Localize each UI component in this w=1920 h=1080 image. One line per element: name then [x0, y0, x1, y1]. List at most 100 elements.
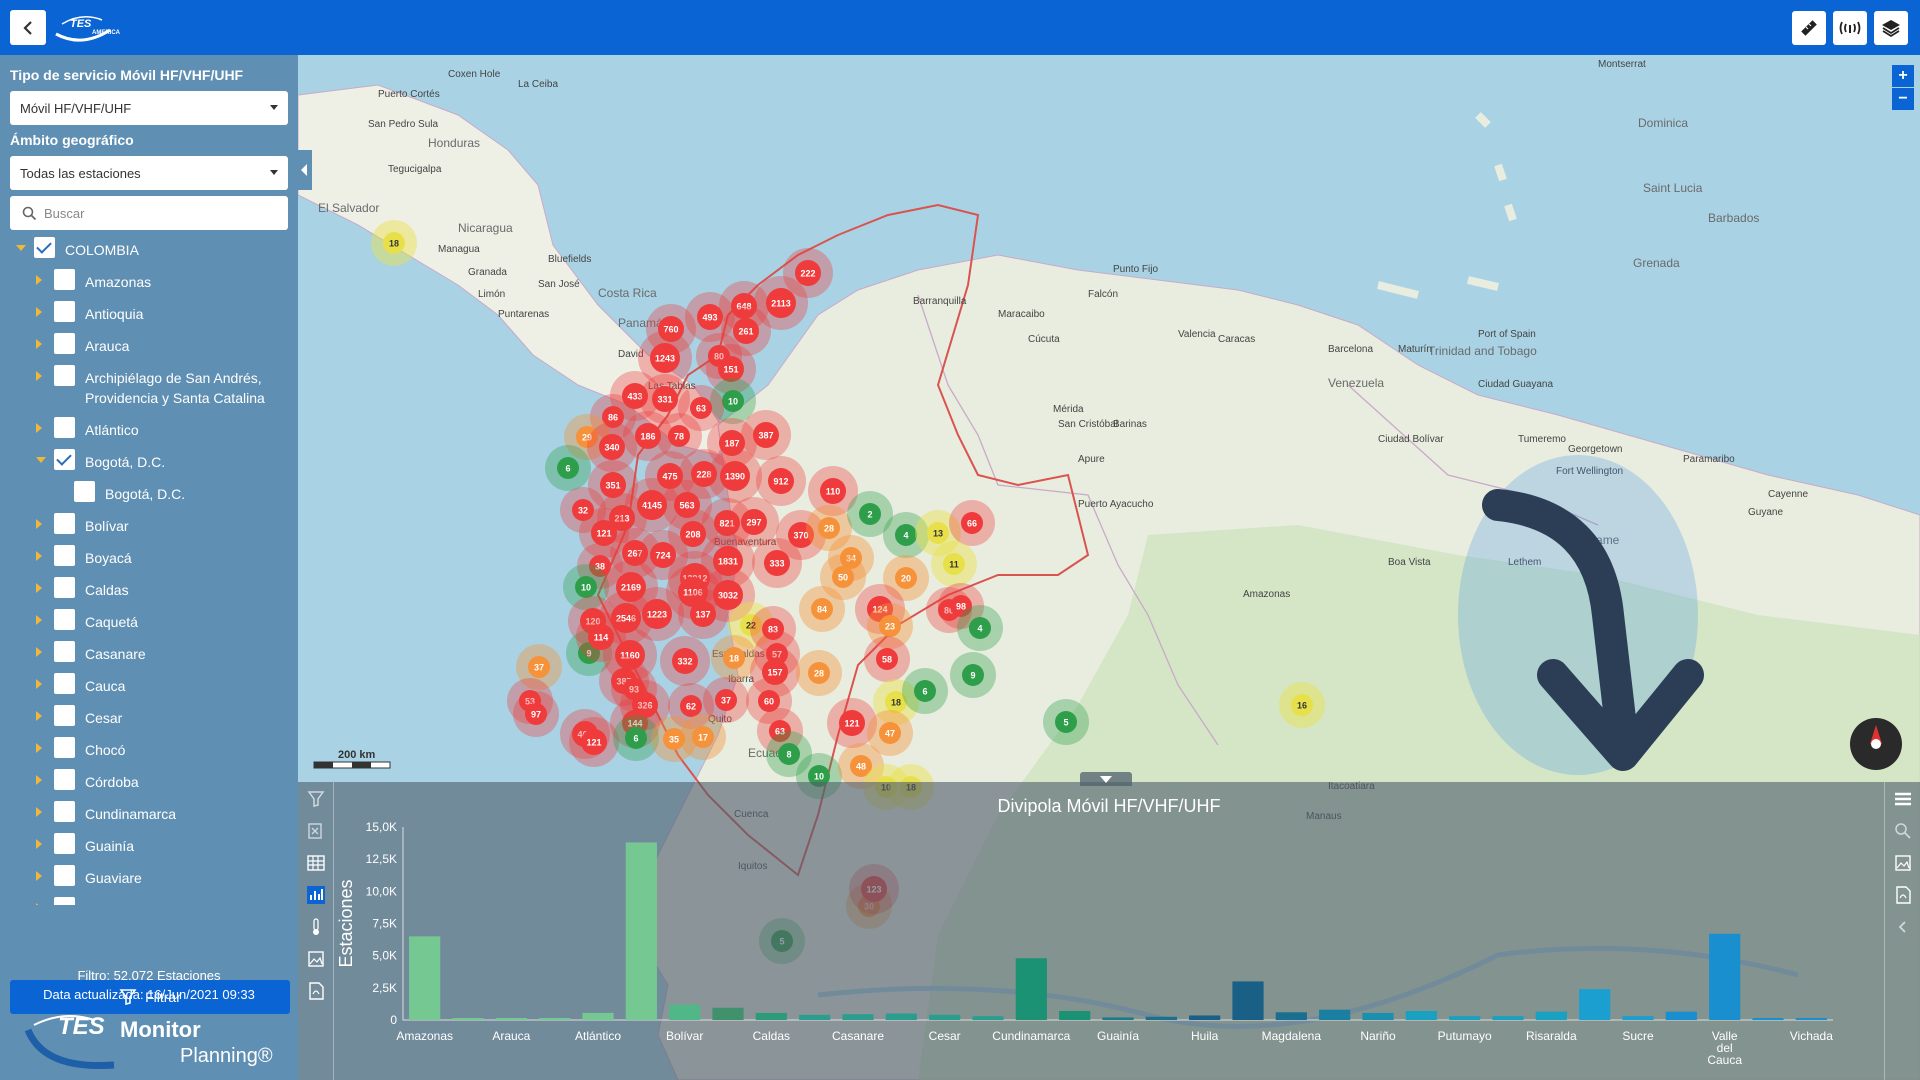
station-cluster[interactable]: 228 — [679, 449, 729, 499]
tree-item[interactable]: Chocó — [10, 735, 290, 767]
pdf-export-icon[interactable] — [307, 982, 325, 1000]
checkbox[interactable] — [54, 833, 75, 854]
tree-item[interactable]: Cundinamarca — [10, 799, 290, 831]
tree-item[interactable]: Bogotá, D.C. — [10, 479, 290, 511]
station-cluster[interactable]: 121 — [827, 698, 877, 748]
station-cluster[interactable]: 1831 — [701, 534, 755, 588]
station-cluster[interactable]: 66 — [949, 500, 995, 546]
chart-bar[interactable] — [755, 1012, 787, 1020]
station-cluster[interactable]: 1223 — [630, 587, 684, 641]
station-cluster[interactable]: 157 — [750, 647, 800, 697]
bar-chart-icon[interactable] — [307, 886, 325, 904]
station-cluster[interactable]: 2113 — [754, 276, 808, 330]
station-cluster[interactable]: 4145 — [625, 478, 679, 532]
list-view-icon[interactable] — [1894, 790, 1912, 808]
tree-item[interactable]: Cesar — [10, 703, 290, 735]
caret-right-icon[interactable] — [36, 615, 42, 625]
station-cluster[interactable]: 18 — [711, 635, 757, 681]
station-cluster[interactable]: 16 — [1279, 682, 1325, 728]
caret-down-icon[interactable] — [16, 245, 26, 251]
station-cluster[interactable]: 222 — [783, 248, 833, 298]
filter-icon[interactable] — [307, 790, 325, 808]
station-cluster[interactable]: 187 — [707, 418, 757, 468]
station-clusters[interactable]: 2222113648493261760124380151104333316386… — [371, 220, 1325, 964]
tree-item[interactable]: Guaviare — [10, 863, 290, 895]
station-cluster[interactable]: 370 — [776, 510, 826, 560]
chart-bar[interactable] — [1319, 1009, 1351, 1020]
layers-button[interactable] — [1874, 11, 1908, 45]
chart-bar[interactable] — [539, 1018, 571, 1020]
chart-bar[interactable] — [1015, 958, 1047, 1020]
tree-item[interactable]: Archipiélago de San Andrés, Providencia … — [10, 363, 290, 413]
ruler-button[interactable] — [1792, 11, 1826, 45]
tree-item[interactable]: Bolívar — [10, 511, 290, 543]
station-cluster[interactable]: 351 — [588, 460, 638, 510]
station-cluster[interactable]: 18 — [371, 220, 417, 266]
checkbox[interactable] — [54, 801, 75, 822]
chart-bar[interactable] — [1449, 1016, 1481, 1020]
chart-bar[interactable] — [1709, 933, 1741, 1020]
station-cluster[interactable]: 6 — [613, 715, 659, 761]
station-cluster[interactable]: 32 — [560, 487, 606, 533]
station-cluster[interactable]: 20 — [883, 555, 929, 601]
checkbox[interactable] — [54, 673, 75, 694]
station-cluster[interactable]: 912 — [756, 456, 806, 506]
chart-bar[interactable] — [1752, 1018, 1784, 1020]
station-cluster[interactable]: 267 — [610, 528, 660, 578]
station-cluster[interactable]: 5 — [1043, 699, 1089, 745]
station-cluster[interactable]: 1160 — [603, 628, 657, 682]
station-cluster[interactable]: 2 — [847, 491, 893, 537]
caret-right-icon[interactable] — [36, 371, 42, 381]
station-cluster[interactable]: 83 — [750, 606, 796, 652]
chart-bar[interactable] — [1232, 981, 1264, 1020]
chart-bar[interactable] — [1145, 1016, 1177, 1020]
tree-item[interactable]: Caquetá — [10, 607, 290, 639]
station-cluster[interactable]: 63 — [757, 708, 803, 754]
caret-right-icon[interactable] — [36, 775, 42, 785]
chart-bar[interactable] — [1275, 1012, 1307, 1020]
station-cluster[interactable]: 137 — [678, 589, 728, 639]
chart-bar[interactable] — [1579, 989, 1611, 1020]
station-cluster[interactable]: 6 — [545, 445, 591, 491]
station-cluster[interactable]: 332 — [660, 636, 710, 686]
chart-bar[interactable] — [582, 1012, 614, 1020]
station-cluster[interactable]: 29 — [564, 414, 610, 460]
station-cluster[interactable]: 37 — [516, 644, 562, 690]
station-cluster[interactable]: 151 — [706, 344, 756, 394]
caret-right-icon[interactable] — [36, 423, 42, 433]
caret-right-icon[interactable] — [36, 711, 42, 721]
station-cluster[interactable]: 340 — [587, 422, 637, 472]
zoom-icon[interactable] — [1894, 822, 1912, 840]
station-cluster[interactable]: 17 — [680, 714, 726, 760]
image-export-icon[interactable] — [307, 950, 325, 968]
caret-right-icon[interactable] — [36, 679, 42, 689]
zoom-out-button[interactable]: − — [1892, 88, 1914, 110]
thermometer-icon[interactable] — [307, 918, 325, 936]
station-cluster[interactable]: 10 — [563, 564, 609, 610]
checkbox[interactable] — [34, 237, 55, 258]
clear-filter-icon[interactable] — [307, 822, 325, 840]
chart-bar[interactable] — [1362, 1012, 1394, 1020]
filter-button[interactable]: Filtrar — [10, 980, 290, 1014]
chart-bar[interactable] — [799, 1014, 831, 1020]
caret-right-icon[interactable] — [36, 647, 42, 657]
caret-right-icon[interactable] — [36, 519, 42, 529]
geo-scope-select[interactable]: Todas las estaciones — [10, 156, 288, 190]
chart-bar[interactable] — [842, 1014, 874, 1020]
station-cluster[interactable]: 648 — [719, 281, 769, 331]
station-cluster[interactable]: 121 — [569, 717, 619, 767]
tree-item[interactable]: Amazonas — [10, 267, 290, 299]
tree-item[interactable]: Caldas — [10, 575, 290, 607]
caret-right-icon[interactable] — [36, 275, 42, 285]
station-cluster[interactable]: 110 — [808, 466, 858, 516]
panel-collapse-tab[interactable] — [1080, 772, 1132, 786]
table-icon[interactable] — [307, 854, 325, 872]
caret-right-icon[interactable] — [36, 583, 42, 593]
station-cluster[interactable]: 760 — [646, 304, 696, 354]
checkbox[interactable] — [54, 865, 75, 886]
station-cluster[interactable]: 13 — [915, 510, 961, 556]
station-cluster[interactable]: 97 — [513, 691, 559, 737]
checkbox[interactable] — [54, 417, 75, 438]
station-cluster[interactable]: 98 — [938, 583, 984, 629]
station-cluster[interactable]: 475 — [645, 451, 695, 501]
